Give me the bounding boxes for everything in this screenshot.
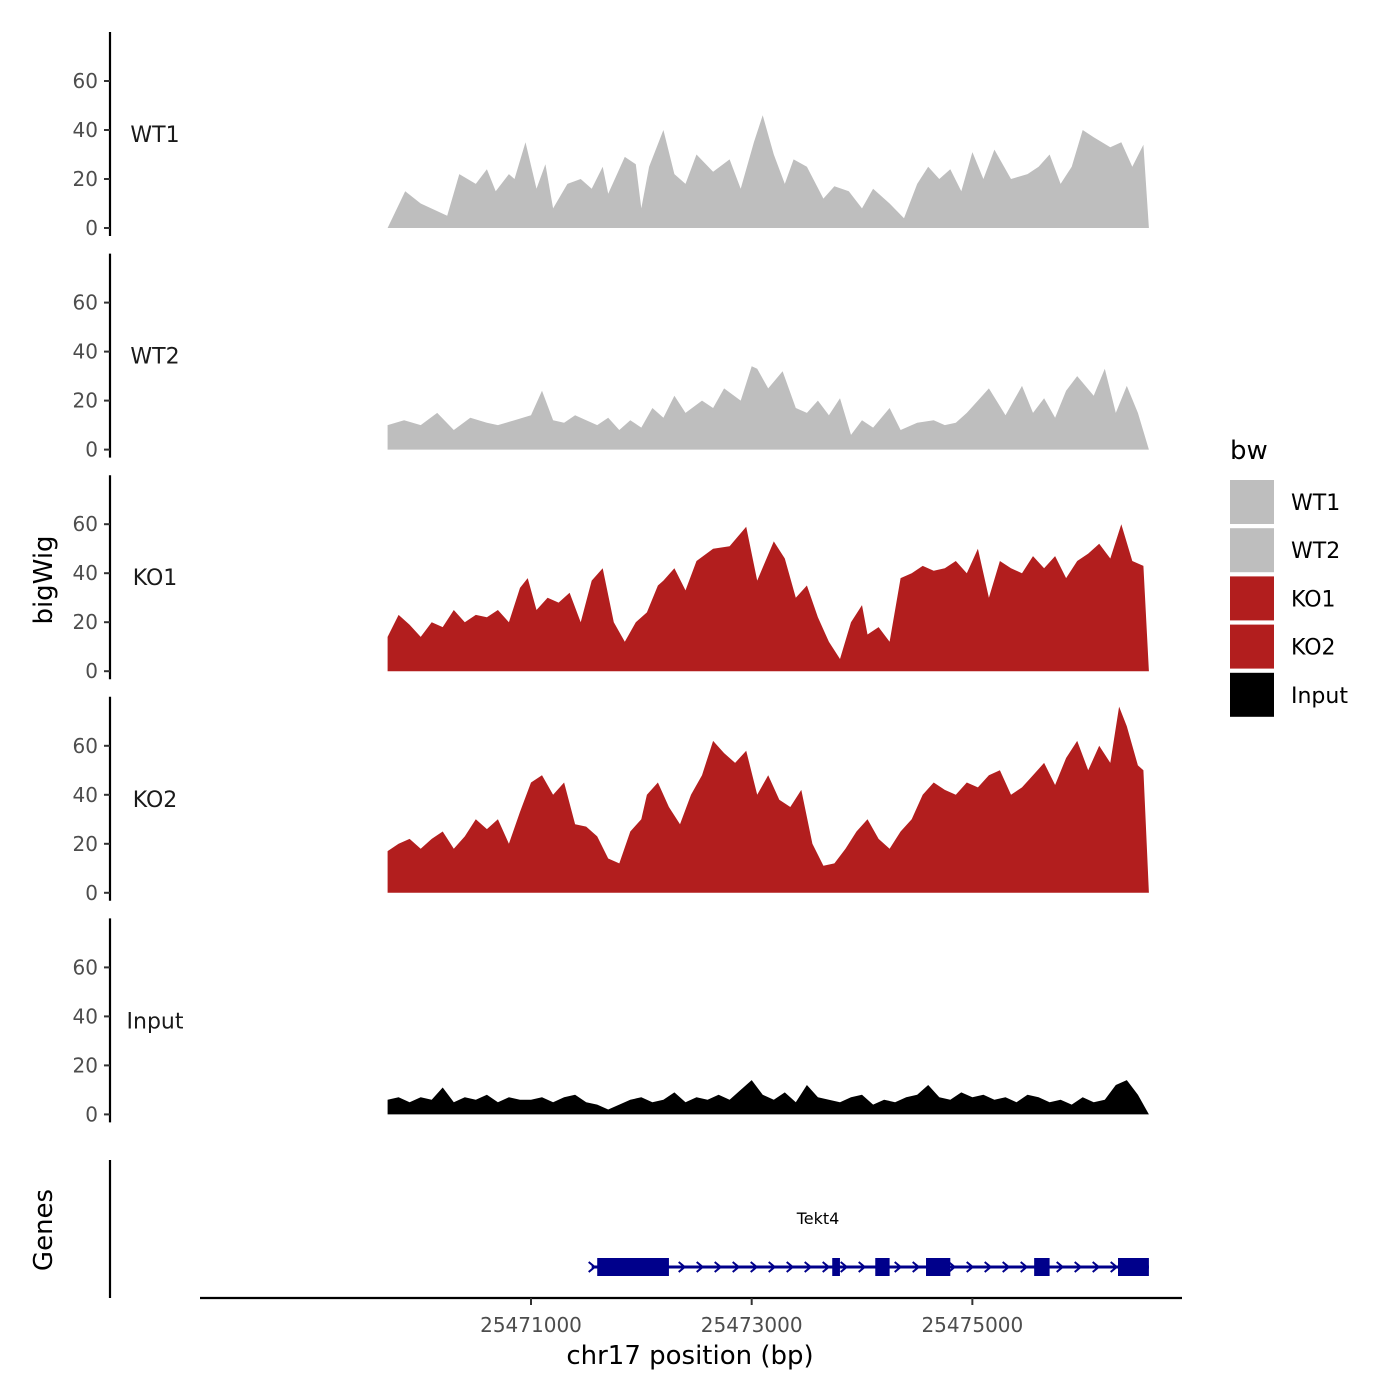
area-input bbox=[387, 1080, 1149, 1115]
strand-arrow bbox=[984, 1261, 993, 1273]
legend-swatch-wt1 bbox=[1230, 480, 1274, 524]
gene-exon bbox=[832, 1258, 840, 1276]
y-axis-title-genes: Genes bbox=[29, 1189, 59, 1271]
gene-tekt4: Tekt4 bbox=[588, 1209, 1149, 1276]
strand-arrow bbox=[1020, 1261, 1029, 1273]
strand-arrow bbox=[840, 1261, 849, 1273]
y-tick-label: 40 bbox=[73, 118, 98, 142]
legend-label-wt1: WT1 bbox=[1291, 491, 1340, 516]
gene-exon bbox=[1118, 1258, 1149, 1276]
legend-swatch-ko1 bbox=[1230, 576, 1274, 621]
track-ko2: 0 20 40 60 KO2 bbox=[73, 696, 1149, 905]
area-wt2 bbox=[387, 366, 1149, 450]
x-tick-label: 25475000 bbox=[921, 1313, 1023, 1337]
y-tick-label: 60 bbox=[73, 69, 98, 93]
y-tick-label: 60 bbox=[73, 291, 98, 315]
legend-swatch-wt2 bbox=[1230, 528, 1274, 573]
x-tick-label: 25473000 bbox=[701, 1313, 803, 1337]
tracks-layer: 0 20 40 60 WT1 0 20 40 60 WT2 0 20 40 60 KO1 0 20 40 60 KO2… bbox=[73, 32, 1149, 1126]
legend-title: bw bbox=[1230, 436, 1268, 466]
legend-swatch-ko2 bbox=[1230, 624, 1274, 669]
y-tick-label: 60 bbox=[73, 955, 98, 979]
strand-arrow bbox=[1110, 1261, 1119, 1273]
y-tick-label: 40 bbox=[73, 1004, 98, 1028]
y-tick-label: 0 bbox=[85, 881, 98, 905]
strand-arrow bbox=[894, 1261, 903, 1273]
y-axis-title-bigwig: bigWig bbox=[29, 535, 59, 624]
gene-exon bbox=[875, 1258, 890, 1276]
track-input: 0 20 40 60 Input bbox=[73, 918, 1149, 1126]
y-tick-label: 20 bbox=[73, 167, 98, 191]
legend-label-ko1: KO1 bbox=[1291, 587, 1336, 612]
y-tick-label: 20 bbox=[73, 832, 98, 856]
strand-arrow bbox=[1092, 1261, 1101, 1273]
y-tick-label: 60 bbox=[73, 734, 98, 758]
legend: bw WT1 WT2 KO1 KO2 Input bbox=[1230, 436, 1348, 717]
area-ko2 bbox=[387, 706, 1149, 893]
x-tick-label: 25471000 bbox=[480, 1313, 582, 1337]
y-tick-label: 20 bbox=[73, 610, 98, 634]
x-axis: 25471000 25473000 25475000 bbox=[200, 1296, 1182, 1337]
strand-arrow bbox=[822, 1261, 831, 1273]
track-label-wt2: WT2 bbox=[130, 345, 179, 370]
strand-arrow bbox=[912, 1261, 921, 1273]
track-label-wt1: WT1 bbox=[130, 123, 179, 148]
strand-arrow bbox=[750, 1261, 759, 1273]
strand-arrow bbox=[1002, 1261, 1011, 1273]
y-tick-label: 20 bbox=[73, 1053, 98, 1077]
track-label-ko1: KO1 bbox=[133, 566, 178, 591]
genes-layer: Tekt4 bbox=[108, 1160, 1149, 1298]
y-tick-label: 40 bbox=[73, 561, 98, 585]
y-tick-label: 60 bbox=[73, 512, 98, 536]
y-tick-label: 0 bbox=[85, 1102, 98, 1126]
legend-label-input: Input bbox=[1291, 684, 1348, 709]
strand-arrow bbox=[948, 1261, 957, 1273]
gene-exon bbox=[597, 1258, 669, 1276]
track-label-ko2: KO2 bbox=[133, 788, 178, 813]
strand-arrow bbox=[858, 1261, 867, 1273]
strand-arrow bbox=[786, 1261, 795, 1273]
legend-label-ko2: KO2 bbox=[1291, 636, 1336, 661]
strand-arrow bbox=[714, 1261, 723, 1273]
track-wt2: 0 20 40 60 WT2 bbox=[73, 253, 1149, 462]
legend-label-wt2: WT2 bbox=[1291, 539, 1340, 564]
strand-arrow bbox=[1056, 1261, 1065, 1273]
area-wt1 bbox=[387, 115, 1149, 228]
strand-arrow bbox=[804, 1261, 813, 1273]
strand-arrow bbox=[966, 1261, 975, 1273]
y-tick-label: 40 bbox=[73, 340, 98, 364]
y-tick-label: 0 bbox=[85, 216, 98, 240]
track-wt1: 0 20 40 60 WT1 bbox=[73, 32, 1149, 240]
legend-swatch-input bbox=[1230, 672, 1274, 717]
gene-label: Tekt4 bbox=[796, 1209, 840, 1228]
track-ko1: 0 20 40 60 KO1 bbox=[73, 475, 1149, 683]
strand-arrow bbox=[696, 1261, 705, 1273]
strand-arrow bbox=[678, 1261, 687, 1273]
gene-exon bbox=[926, 1258, 951, 1276]
strand-arrow bbox=[588, 1261, 597, 1273]
strand-arrow bbox=[768, 1261, 777, 1273]
gene-exon bbox=[1034, 1258, 1050, 1276]
area-ko1 bbox=[387, 524, 1149, 672]
strand-arrow bbox=[1074, 1261, 1083, 1273]
y-tick-label: 40 bbox=[73, 783, 98, 807]
x-axis-title: chr17 position (bp) bbox=[566, 1341, 813, 1371]
y-tick-label: 0 bbox=[85, 438, 98, 462]
y-tick-label: 20 bbox=[73, 389, 98, 413]
strand-arrow bbox=[732, 1261, 741, 1273]
track-label-input: Input bbox=[127, 1009, 184, 1034]
y-tick-label: 0 bbox=[85, 659, 98, 683]
